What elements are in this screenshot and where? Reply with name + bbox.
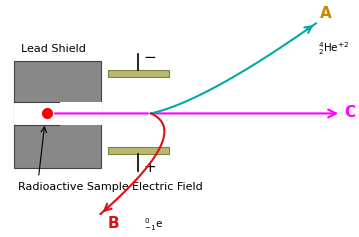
Text: Electric Field: Electric Field [132, 182, 203, 192]
Text: Lead Shield: Lead Shield [21, 44, 85, 54]
Bar [14, 102, 101, 125]
Text: $^{0}_{-1}$e: $^{0}_{-1}$e [144, 216, 163, 233]
Text: C: C [345, 105, 356, 120]
Bar [59, 102, 102, 125]
Text: A: A [320, 6, 331, 21]
Text: Radioactive Sample: Radioactive Sample [18, 182, 129, 192]
Bar [108, 147, 169, 154]
Bar [108, 70, 169, 77]
Text: −: − [144, 50, 157, 65]
Text: B: B [108, 216, 119, 231]
Bar [14, 61, 101, 169]
Text: +: + [144, 160, 157, 175]
Text: $^{4}_{2}$He$^{+2}$: $^{4}_{2}$He$^{+2}$ [318, 40, 349, 57]
